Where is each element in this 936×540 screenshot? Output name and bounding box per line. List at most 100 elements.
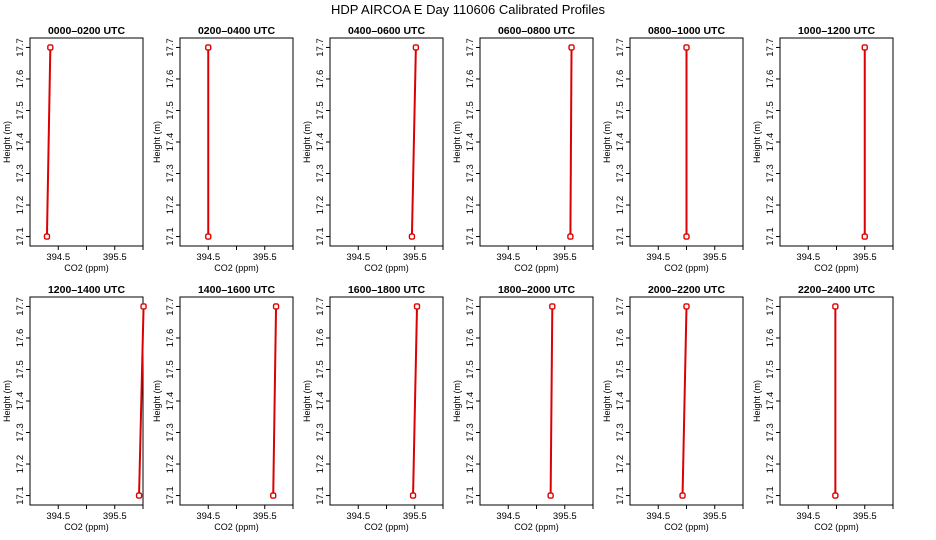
- x-axis-label: CO2 (ppm): [364, 263, 409, 273]
- x-tick-label: 395.5: [703, 511, 727, 522]
- plot-frame: [479, 296, 594, 506]
- x-axis-label: CO2 (ppm): [64, 263, 109, 273]
- y-tick-label: 17.2: [465, 196, 476, 215]
- y-tick-label: 17.7: [315, 38, 326, 57]
- y-tick-label: 17.5: [615, 101, 626, 120]
- y-tick-label: 17.5: [15, 360, 26, 379]
- y-tick-label: 17.3: [15, 423, 26, 442]
- y-tick-label: 17.6: [765, 70, 776, 89]
- y-tick-label: 17.3: [165, 164, 176, 183]
- profile-point: [47, 44, 54, 51]
- y-axis-label: Height (m): [152, 121, 162, 163]
- plot-frame: [779, 296, 894, 506]
- y-tick-label: 17.7: [15, 38, 26, 57]
- panel-title: 0800–1000 UTC: [648, 25, 725, 37]
- y-tick-label: 17.6: [465, 329, 476, 348]
- y-axis-label: Height (m): [2, 380, 12, 422]
- x-tick-label: 394.5: [796, 511, 820, 522]
- panel-title: 1200–1400 UTC: [48, 284, 125, 296]
- y-tick-label: 17.1: [615, 227, 626, 246]
- y-tick-label: 17.5: [465, 360, 476, 379]
- x-tick-label: 394.5: [646, 252, 670, 263]
- y-tick-label: 17.2: [315, 455, 326, 474]
- profile-point: [43, 233, 51, 240]
- y-tick-label: 17.2: [765, 455, 776, 474]
- y-axis-label: Height (m): [152, 380, 162, 422]
- profile-point: [547, 492, 554, 499]
- x-axis-label: CO2 (ppm): [214, 263, 259, 273]
- y-tick-label: 17.7: [15, 297, 26, 316]
- y-tick-label: 17.1: [765, 227, 776, 246]
- y-tick-label: 17.4: [465, 392, 476, 411]
- y-tick-label: 17.2: [15, 455, 26, 474]
- profile-line: [569, 47, 573, 237]
- y-tick-label: 17.4: [615, 392, 626, 411]
- y-tick-label: 17.4: [165, 392, 176, 411]
- x-tick-label: 394.5: [496, 511, 520, 522]
- y-tick-label: 17.2: [165, 455, 176, 474]
- y-tick-label: 17.7: [765, 38, 776, 57]
- plot-frame: [479, 37, 594, 247]
- y-tick-label: 17.4: [765, 133, 776, 152]
- x-tick-label: 395.5: [703, 252, 727, 263]
- panel-title: 2200–2400 UTC: [798, 284, 875, 296]
- profile-point: [861, 233, 868, 240]
- profile-point: [408, 233, 416, 240]
- y-tick-label: 17.3: [615, 164, 626, 183]
- profile-point: [413, 303, 421, 310]
- x-axis-label: CO2 (ppm): [64, 522, 109, 532]
- x-tick-label: 394.5: [46, 511, 70, 522]
- x-tick-label: 395.5: [253, 252, 277, 263]
- y-tick-label: 17.2: [315, 196, 326, 215]
- x-axis-label: CO2 (ppm): [514, 522, 559, 532]
- profile-point: [549, 303, 556, 310]
- panel-title: 1800–2000 UTC: [498, 284, 575, 296]
- profile-point: [135, 492, 143, 499]
- y-tick-label: 17.1: [315, 227, 326, 246]
- y-tick-label: 17.5: [15, 101, 26, 120]
- y-axis-label: Height (m): [452, 380, 462, 422]
- y-tick-label: 17.2: [465, 455, 476, 474]
- x-tick-label: 394.5: [796, 252, 820, 263]
- plot-frame: [179, 37, 294, 247]
- x-tick-label: 394.5: [346, 511, 370, 522]
- profile-point: [567, 233, 574, 240]
- profile-point: [205, 233, 212, 240]
- y-tick-label: 17.5: [465, 101, 476, 120]
- profile-point: [861, 44, 868, 51]
- y-tick-label: 17.1: [765, 486, 776, 505]
- profile-point: [140, 303, 147, 310]
- y-tick-label: 17.3: [615, 423, 626, 442]
- y-tick-label: 17.3: [765, 423, 776, 442]
- x-axis-label: CO2 (ppm): [664, 263, 709, 273]
- profile-line: [681, 306, 688, 496]
- y-tick-label: 17.2: [615, 455, 626, 474]
- y-tick-label: 17.5: [615, 360, 626, 379]
- panel-title: 0600–0800 UTC: [498, 25, 575, 37]
- y-tick-label: 17.6: [165, 70, 176, 89]
- y-tick-label: 17.2: [165, 196, 176, 215]
- y-axis-label: Height (m): [752, 380, 762, 422]
- y-tick-label: 17.7: [615, 38, 626, 57]
- y-tick-label: 17.3: [315, 164, 326, 183]
- x-tick-label: 395.5: [553, 252, 577, 263]
- y-tick-label: 17.4: [15, 133, 26, 152]
- panel-title: 0000–0200 UTC: [48, 25, 125, 37]
- profile-line: [412, 306, 419, 496]
- y-tick-label: 17.7: [465, 38, 476, 57]
- y-tick-label: 17.6: [165, 329, 176, 348]
- x-tick-label: 395.5: [553, 511, 577, 522]
- panel-title: 1000–1200 UTC: [798, 25, 875, 37]
- x-tick-label: 394.5: [646, 511, 670, 522]
- y-tick-label: 17.7: [615, 297, 626, 316]
- y-axis-label: Height (m): [2, 121, 12, 163]
- profile-line: [45, 47, 52, 237]
- x-tick-label: 394.5: [196, 511, 220, 522]
- y-tick-label: 17.3: [465, 164, 476, 183]
